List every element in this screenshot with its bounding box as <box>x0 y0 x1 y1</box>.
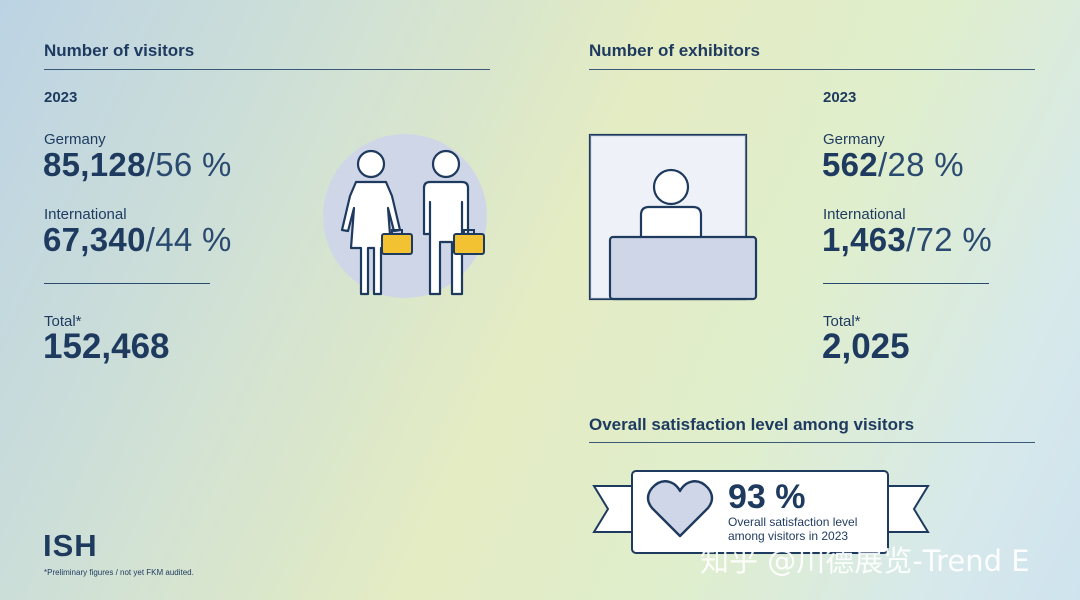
exhibitor-booth-illustration <box>588 133 758 301</box>
ish-logo: ISH <box>43 528 98 563</box>
exhibitors-germany-sep: / <box>877 146 888 183</box>
satisfaction-percent: 93 % <box>728 478 806 516</box>
exhibitors-germany-pct: 28 % <box>887 146 964 183</box>
watermark: 知乎 @川德展览-Trend E <box>700 544 1030 578</box>
satisfaction-heading: Overall satisfaction level among visitor… <box>589 415 915 434</box>
exhibitors-heading: Number of exhibitors <box>589 41 760 60</box>
visitors-year: 2023 <box>44 89 78 106</box>
visitors-total-label: Total* <box>44 313 82 330</box>
visitors-international-label: International <box>44 206 127 223</box>
visitors-germany-figure: 85,128/56 % <box>43 147 232 183</box>
visitors-total-divider <box>44 283 210 284</box>
exhibitors-international-label: International <box>823 206 906 223</box>
exhibitors-total-label: Total* <box>823 313 861 330</box>
visitors-germany-label: Germany <box>44 131 106 148</box>
visitors-germany-pct: 56 % <box>155 146 232 183</box>
exhibitors-germany-value: 562 <box>822 146 878 183</box>
visitors-international-figure: 67,340/44 % <box>43 222 232 258</box>
exhibitors-year: 2023 <box>823 89 857 106</box>
exhibitors-international-value: 1,463 <box>822 221 907 258</box>
exhibitors-international-sep: / <box>906 221 916 258</box>
exhibitors-international-pct: 72 % <box>915 221 992 258</box>
satisfaction-desc-line1: Overall satisfaction level <box>728 515 858 529</box>
satisfaction-desc-line2: among visitors in 2023 <box>728 529 849 543</box>
visitors-international-sep: / <box>145 221 156 258</box>
exhibitors-international-figure: 1,463/72 % <box>822 222 992 258</box>
exhibitors-divider <box>589 69 1035 70</box>
visitors-international-pct: 44 % <box>155 221 232 258</box>
heart-icon <box>646 480 714 538</box>
satisfaction-divider <box>589 442 1035 443</box>
visitors-heading: Number of visitors <box>44 41 195 60</box>
exhibitors-total-divider <box>823 283 989 284</box>
exhibitors-germany-label: Germany <box>823 131 885 148</box>
footnote: *Preliminary figures / not yet FKM audit… <box>44 568 194 577</box>
visitors-international-value: 67,340 <box>43 221 146 258</box>
visitors-total-value: 152,468 <box>43 327 170 366</box>
exhibitors-germany-figure: 562/28 % <box>822 147 964 183</box>
visitors-germany-sep: / <box>145 146 156 183</box>
visitors-germany-value: 85,128 <box>43 146 146 183</box>
exhibitors-total-value: 2,025 <box>822 327 910 366</box>
visitors-divider <box>44 69 490 70</box>
visitors-illustration <box>323 134 487 298</box>
